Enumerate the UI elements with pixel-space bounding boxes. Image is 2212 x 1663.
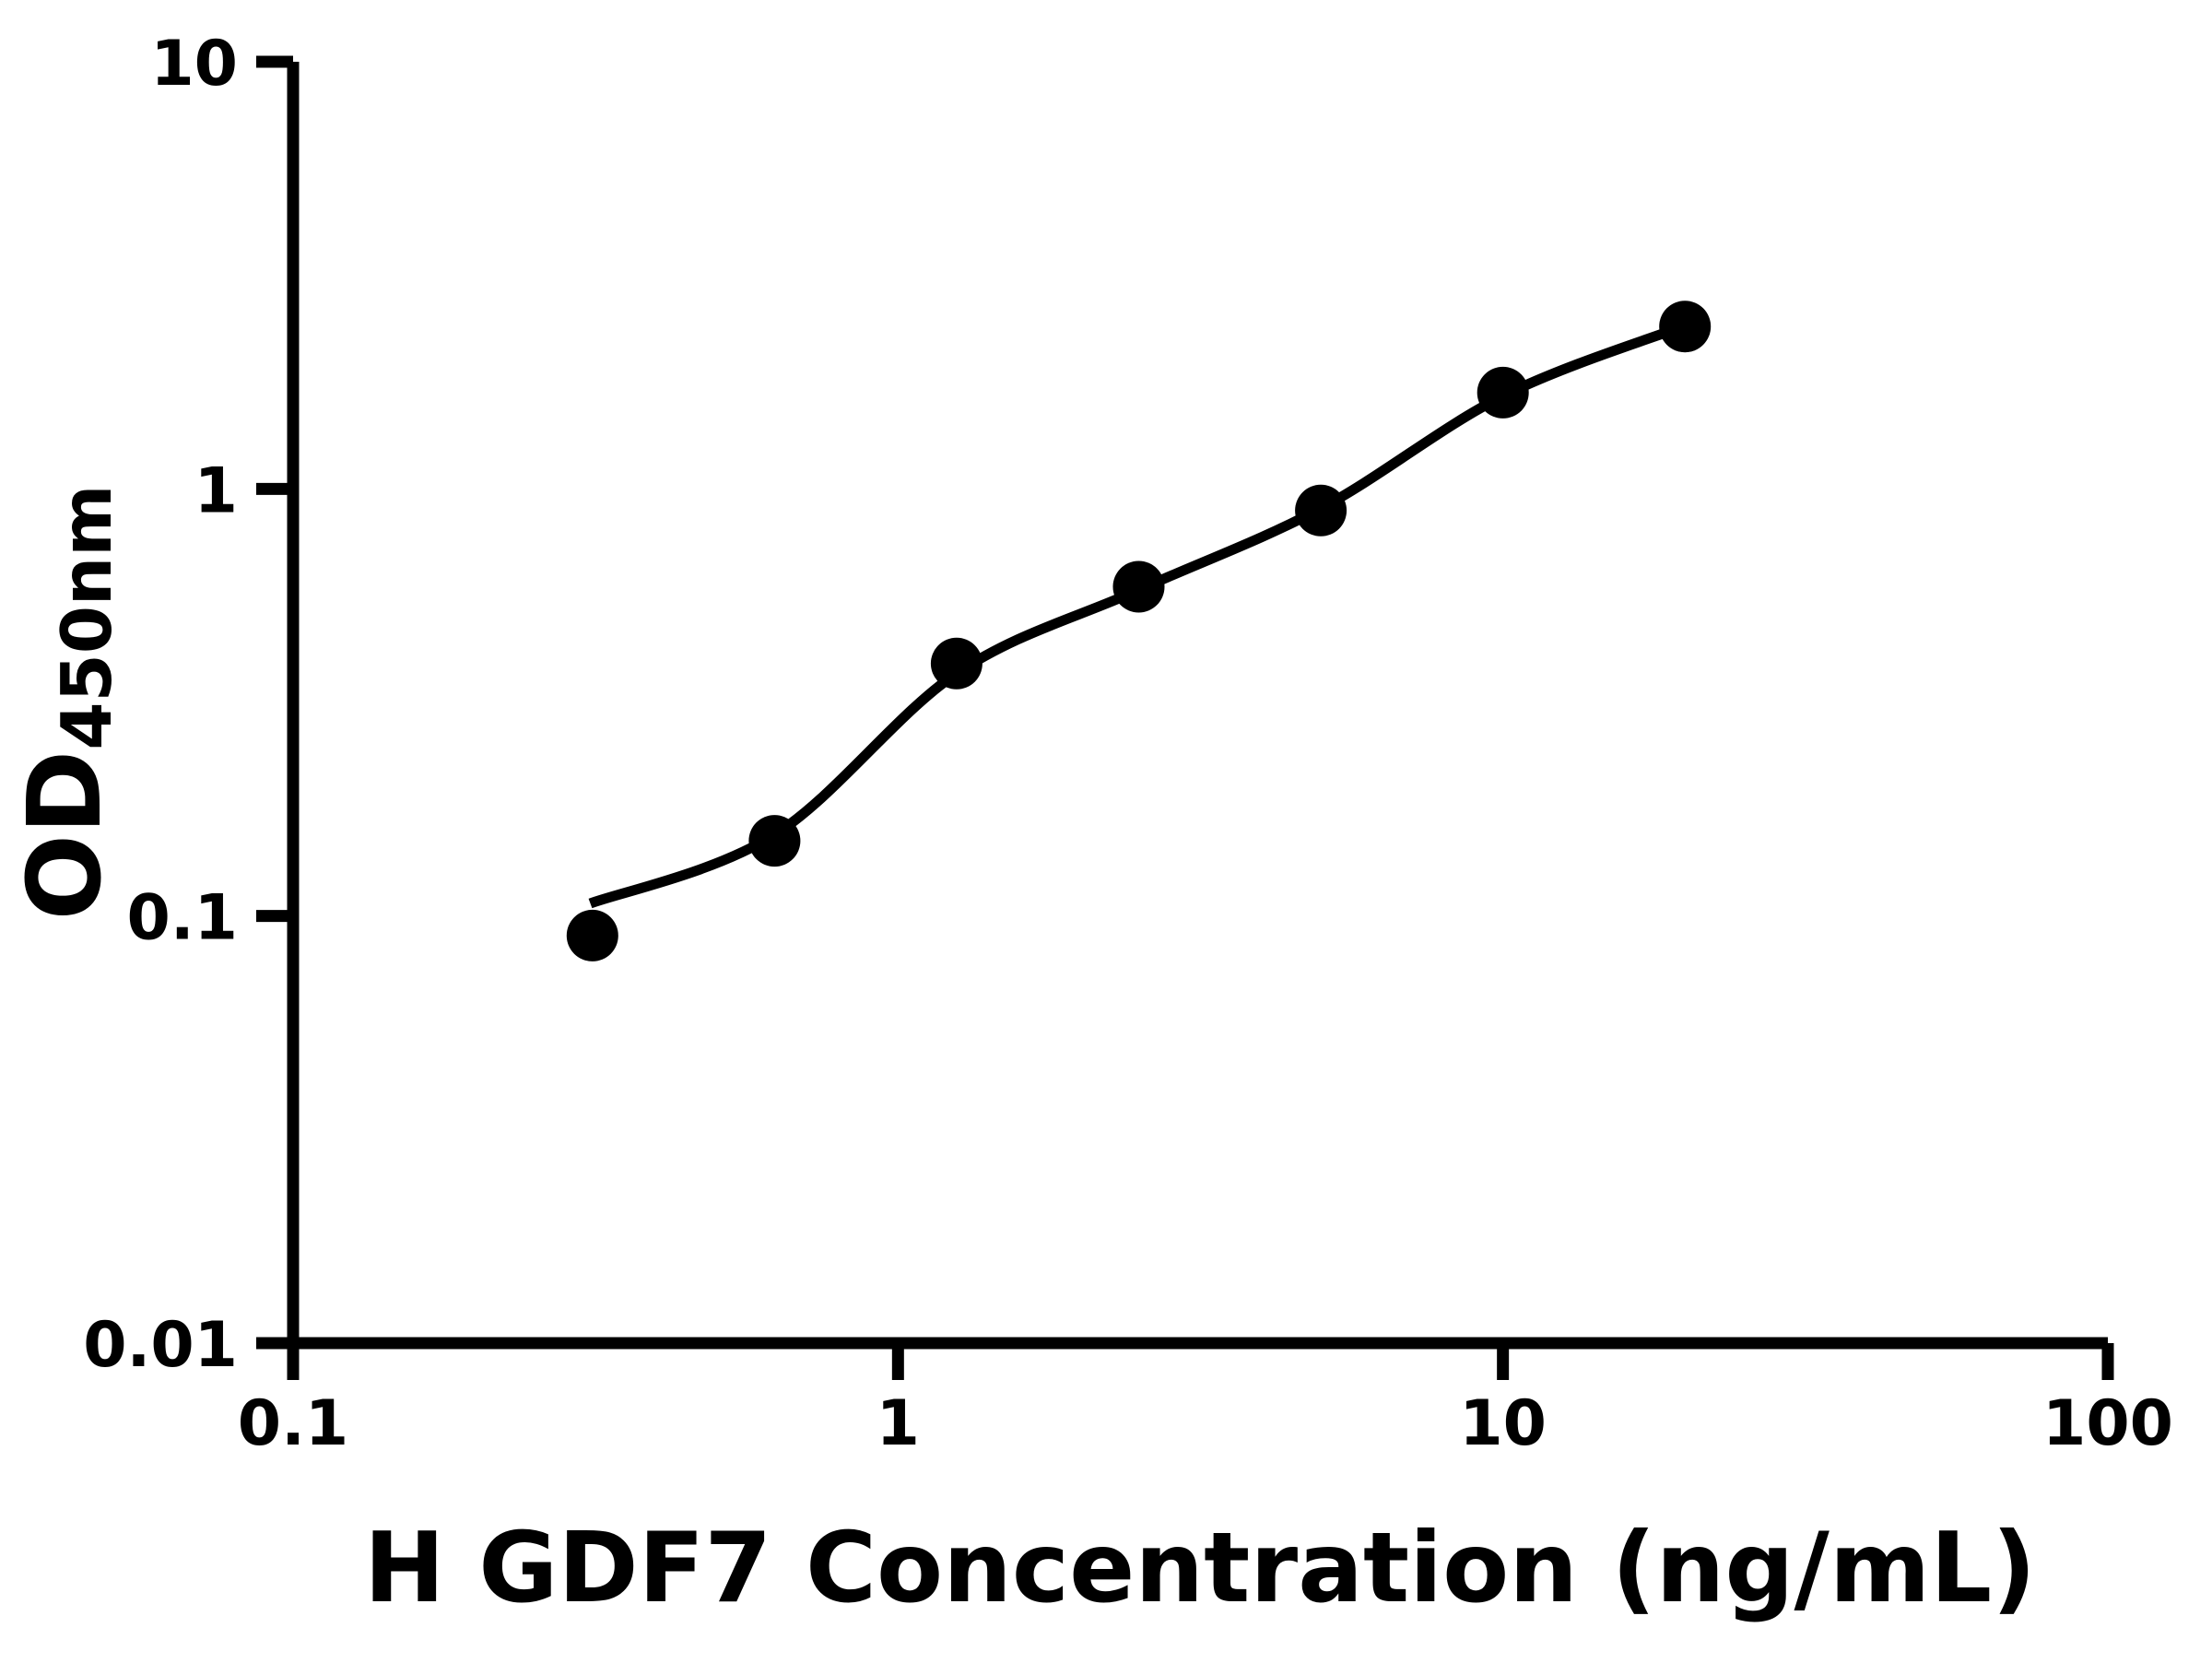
x-tick-label: 0.1 — [238, 1387, 348, 1460]
data-point — [1477, 366, 1529, 419]
x-tick-label: 10 — [1459, 1387, 1547, 1460]
y-tick-label: 0.01 — [83, 1309, 238, 1382]
data-point — [1295, 484, 1347, 537]
y-axis-title-subscript: 450nm — [46, 485, 127, 750]
axes-layer — [287, 62, 2108, 1350]
data-point — [748, 815, 801, 867]
data-point — [930, 637, 982, 690]
fit-curve — [588, 321, 1688, 909]
y-axis-title: OD450nm — [6, 485, 127, 921]
data-point — [1112, 560, 1165, 613]
y-axis-title-main: OD — [6, 750, 124, 921]
ticks-layer — [256, 55, 2114, 1380]
data-point — [566, 909, 618, 961]
y-tick-label: 10 — [150, 28, 238, 100]
data-points-layer — [566, 301, 1712, 961]
x-tick-label: 100 — [2042, 1387, 2173, 1460]
fit-curve-layer — [588, 321, 1688, 909]
axis-spines — [287, 62, 2108, 1350]
data-point — [1659, 301, 1712, 353]
x-tick-label: 1 — [877, 1387, 920, 1460]
y-tick-label: 0.1 — [127, 882, 238, 955]
x-axis-title: H GDF7 Concentration (ng/mL) — [364, 1512, 2036, 1624]
y-tick-label: 1 — [194, 454, 238, 527]
